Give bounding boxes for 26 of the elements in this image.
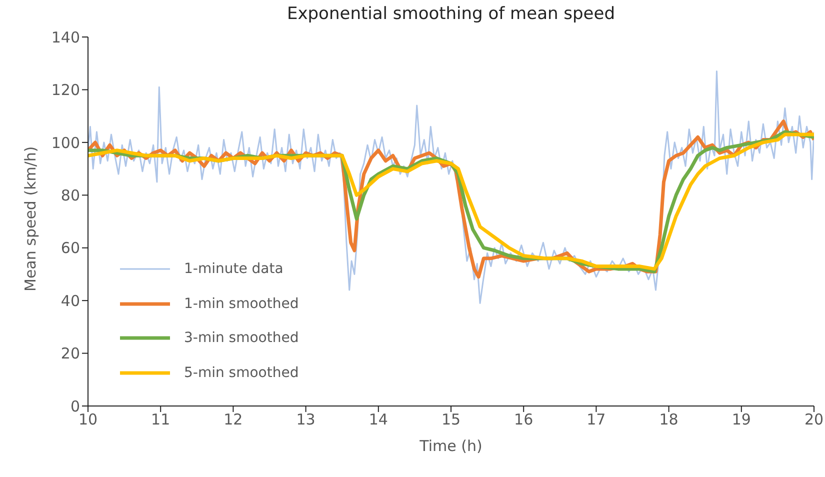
- y-tick-label: 140: [51, 28, 80, 46]
- y-tick-label: 60: [60, 239, 80, 258]
- x-tick-label: 11: [151, 410, 170, 429]
- legend-label: 1-min smoothed: [184, 296, 299, 312]
- y-tick-label: 40: [60, 292, 80, 310]
- y-tick-label: 20: [60, 344, 80, 363]
- x-axis-title: Time (h): [418, 437, 482, 455]
- x-tick-label: 13: [296, 410, 316, 429]
- y-tick-label: 120: [51, 81, 80, 100]
- x-tick-label: 14: [368, 410, 388, 429]
- legend-label: 5-min smoothed: [184, 364, 299, 381]
- y-tick-label: 0: [70, 397, 80, 416]
- legend-label: 1-minute data: [184, 261, 284, 278]
- y-tick-label: 80: [60, 186, 80, 204]
- y-tick-label: 100: [51, 134, 80, 152]
- x-tick-label: 10: [78, 410, 98, 429]
- x-tick-label: 16: [514, 410, 534, 429]
- x-tick-label: 17: [586, 410, 606, 429]
- x-tick-label: 20: [804, 410, 824, 429]
- x-tick-label: 19: [732, 410, 751, 429]
- x-tick-label: 18: [659, 410, 678, 429]
- legend-label: 3-min smoothed: [184, 330, 299, 346]
- chart-title: Exponential smoothing of mean speed: [286, 4, 616, 24]
- x-tick-label: 12: [224, 410, 243, 429]
- y-axis-title: Mean speed (km/h): [21, 146, 40, 292]
- x-tick-label: 15: [441, 410, 461, 429]
